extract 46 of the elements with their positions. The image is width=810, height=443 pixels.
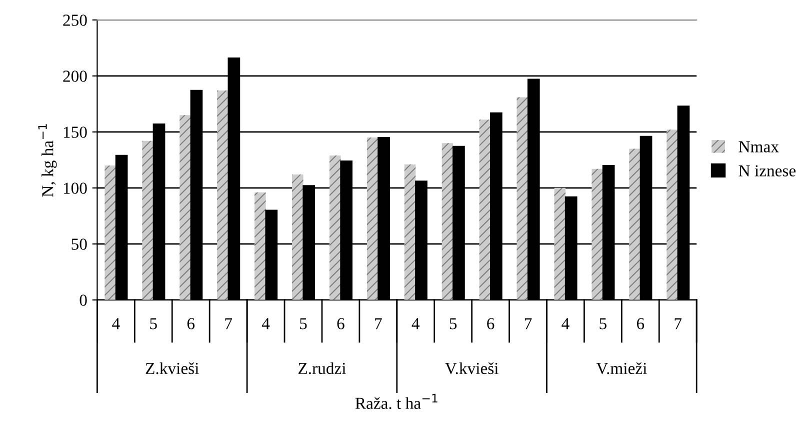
- text: Z.kvieši: [146, 362, 199, 374]
- bar: [104, 166, 116, 300]
- x-tick-label: 4: [262, 318, 270, 330]
- x-tick-label: 7: [524, 318, 532, 330]
- bar: [554, 188, 566, 300]
- bar: [516, 97, 528, 300]
- bar: [666, 130, 678, 300]
- x-tick-label: 4: [112, 318, 120, 330]
- bar: [292, 174, 304, 300]
- x-tick-label: 7: [375, 318, 382, 330]
- x-tick-label: 7: [674, 318, 682, 330]
- bar: [254, 192, 266, 300]
- x-tick-label: 5: [300, 318, 307, 330]
- x-tick-label: 4: [412, 318, 420, 330]
- x-tick-label: 6: [337, 318, 344, 330]
- x-tick-label: 4: [562, 318, 570, 330]
- y-tick-label: 0: [80, 294, 87, 306]
- bar: [180, 115, 191, 300]
- bar: [442, 143, 454, 300]
- legend-label: N iznese: [738, 165, 796, 176]
- bar: [366, 138, 378, 300]
- bar: [142, 140, 154, 300]
- x-tick-label: 6: [487, 318, 494, 330]
- y-tick-label: 100: [64, 182, 87, 194]
- x-tick-label: 6: [636, 318, 644, 330]
- bar: [404, 164, 416, 300]
- bar: [479, 120, 491, 300]
- bar: [217, 90, 228, 300]
- bar: [629, 148, 640, 300]
- text: V.kvieši: [445, 362, 498, 374]
- x-tick-label: 6: [187, 318, 195, 330]
- legend-label: Nmax: [738, 141, 779, 152]
- text: Z.rudzi: [298, 362, 346, 374]
- text: V.mieži: [596, 362, 647, 374]
- x-axis-title: Raža. t ha$^{−1}$: [355, 394, 438, 410]
- y-tick-label: 250: [63, 14, 87, 26]
- x-tick-label: 5: [150, 318, 157, 330]
- x-tick-label: 5: [600, 318, 606, 330]
- bar: [329, 155, 341, 300]
- bar: [592, 168, 603, 300]
- y-axis-title: N, kg ha$^{−1}$: [38, 124, 57, 197]
- y-tick-label: 200: [63, 70, 87, 82]
- x-tick-label: 5: [450, 318, 457, 330]
- y-tick-label: 50: [72, 238, 87, 250]
- y-tick-label: 150: [64, 126, 87, 138]
- x-tick-label: 7: [225, 318, 232, 330]
